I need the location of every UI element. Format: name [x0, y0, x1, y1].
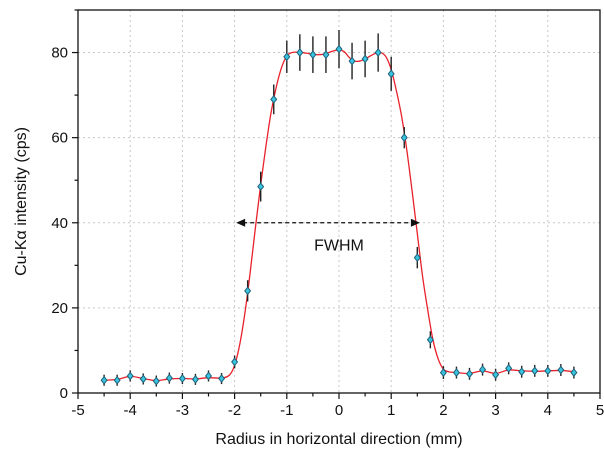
- data-point: [218, 374, 226, 383]
- y-tick-label: 20: [51, 300, 68, 317]
- x-tick-label: -5: [71, 402, 84, 419]
- x-tick-label: -1: [280, 402, 293, 419]
- data-point: [126, 371, 134, 381]
- tick-labels: -5 -4 -3 -2 -1 0 1 2 3 4 5 0 20 40 60 80: [51, 45, 604, 419]
- data-point: [452, 368, 460, 377]
- data-point: [348, 56, 356, 66]
- x-tick-label: -2: [228, 402, 241, 419]
- grid: [78, 10, 600, 393]
- x-tick-label: -3: [176, 402, 189, 419]
- x-axis-title: Radius in horizontal direction (mm): [215, 431, 462, 448]
- data-point: [531, 366, 539, 376]
- data-point: [204, 371, 213, 381]
- fwhm-label: FWHM: [314, 237, 364, 254]
- error-bars: [103, 30, 575, 387]
- fwhm-arrowhead-right: [410, 218, 420, 227]
- x-tick-label: 4: [544, 402, 552, 419]
- y-tick-label: 80: [51, 45, 68, 62]
- data-point: [283, 52, 291, 62]
- data-point: [335, 44, 343, 54]
- data-point: [492, 370, 500, 380]
- data-point: [231, 357, 239, 367]
- data-point: [152, 376, 160, 386]
- data-point: [309, 50, 317, 60]
- data-point: [505, 363, 513, 373]
- x-tick-label: 2: [439, 402, 447, 419]
- data-point: [113, 375, 121, 385]
- annotations: FWHM: [236, 218, 420, 254]
- data-point: [191, 374, 199, 384]
- data-point: [139, 374, 147, 384]
- y-tick-label: 0: [60, 385, 68, 402]
- data-point: [439, 368, 447, 377]
- x-tick-label: 0: [335, 402, 343, 419]
- y-tick-label: 40: [51, 215, 68, 232]
- data-point: [479, 365, 487, 374]
- data-point: [465, 369, 474, 379]
- x-tick-label: 3: [491, 402, 499, 419]
- data-points: [100, 44, 578, 386]
- data-point: [165, 373, 173, 383]
- data-point: [557, 365, 565, 375]
- data-point: [570, 368, 578, 377]
- fwhm-arrowhead-left: [236, 218, 246, 227]
- y-axis-title: Cu-Kα intensity (cps): [13, 127, 30, 276]
- data-point: [178, 374, 186, 383]
- y-tick-label: 60: [51, 130, 68, 147]
- axis-ticks: [72, 9, 601, 399]
- data-point: [518, 367, 526, 377]
- data-point: [257, 182, 265, 192]
- data-point: [100, 375, 108, 385]
- data-point: [400, 133, 408, 143]
- data-point: [270, 94, 278, 104]
- data-point: [387, 69, 395, 79]
- data-point: [426, 335, 434, 345]
- data-point: [361, 54, 369, 64]
- data-point: [322, 50, 330, 60]
- data-point: [374, 48, 382, 57]
- x-tick-label: 1: [387, 402, 395, 419]
- data-point: [244, 286, 252, 296]
- data-point: [413, 253, 421, 263]
- x-tick-label: 5: [596, 402, 604, 419]
- data-point: [296, 48, 304, 57]
- x-tick-label: -4: [124, 402, 137, 419]
- data-point: [544, 366, 552, 376]
